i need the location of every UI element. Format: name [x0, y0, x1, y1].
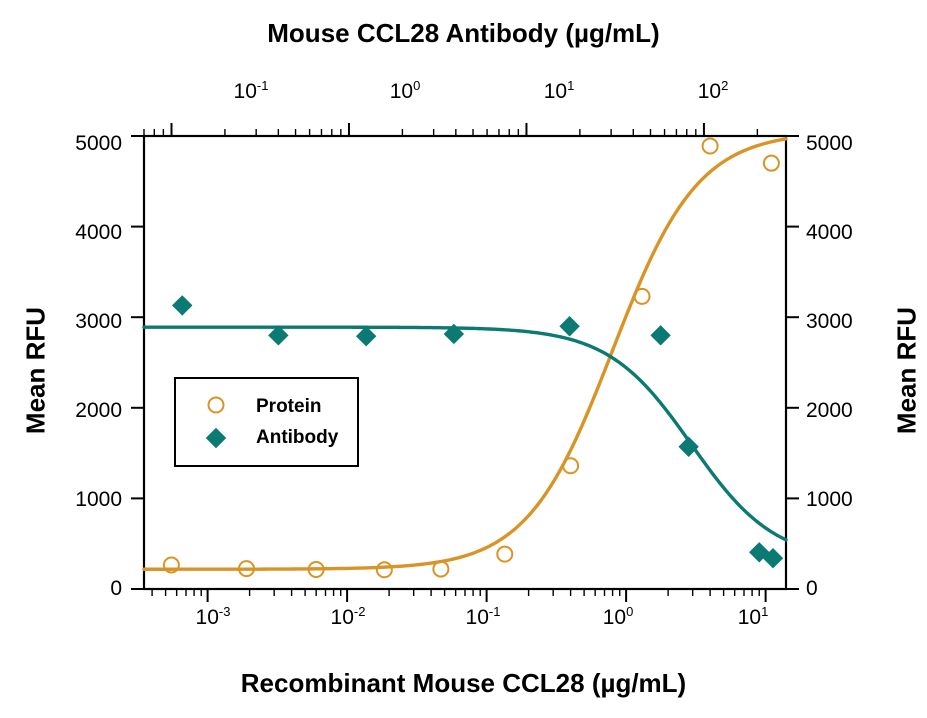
left-ytick-label-3000: 3000: [75, 310, 122, 333]
right-ytick-label-1000: 1000: [806, 488, 853, 511]
data-points: [162, 137, 784, 579]
legend-marker-antibody: [205, 427, 227, 449]
antibody-data-point: [268, 325, 289, 346]
axis-ticks: [131, 123, 799, 602]
bottom-xtick-label-2: 10-1: [465, 604, 501, 629]
top-axis-title: Mouse CCL28 Antibody (µg/mL): [267, 18, 660, 48]
protein-data-point: [701, 137, 719, 155]
top-xtick-label-1: 100: [389, 78, 421, 103]
legend-label-antibody: Antibody: [256, 427, 339, 448]
antibody-data-point: [678, 436, 699, 457]
left-ytick-label-0: 0: [110, 577, 122, 600]
antibody-data-point: [355, 326, 377, 347]
protein-data-point: [375, 561, 393, 579]
antibody-data-point: [443, 323, 465, 345]
right-ytick-label-4000: 4000: [806, 221, 853, 244]
protein-fit-curve: [142, 137, 788, 571]
legend-marker-protein: [207, 396, 225, 414]
protein-data-point: [496, 545, 514, 563]
protein-data-point: [432, 560, 450, 578]
protein-data-point: [562, 457, 580, 475]
left-ytick-label-1000: 1000: [75, 488, 122, 511]
protein-data-point: [762, 154, 780, 172]
plot-frame: [142, 134, 788, 591]
bottom-axis-title: Recombinant Mouse CCL28 (µg/mL): [240, 668, 687, 698]
bottom-xtick-label-3: 100: [602, 604, 634, 629]
left-ytick-label-2000: 2000: [75, 399, 122, 422]
legend-frame: [174, 377, 359, 467]
top-xtick-label-2: 101: [543, 78, 575, 103]
protein-data-point: [237, 560, 255, 578]
right-ytick-label-5000: 5000: [806, 132, 853, 155]
left-ytick-label-5000: 5000: [75, 132, 122, 155]
protein-data-point: [162, 556, 180, 574]
antibody-data-point: [762, 547, 784, 569]
top-xtick-label-0: 10-1: [233, 78, 269, 103]
bottom-xtick-label-0: 10-3: [195, 604, 231, 629]
plot-frame-rect: [142, 134, 788, 591]
left-ytick-label-4000: 4000: [75, 221, 122, 244]
bottom-xtick-label-4: 101: [737, 604, 769, 629]
protein-data-point: [307, 561, 325, 579]
antibody-fit-curve: [142, 325, 788, 542]
antibody-data-point: [559, 316, 580, 337]
protein-data-point: [633, 287, 651, 305]
legend-box: [174, 377, 359, 467]
right-ytick-label-3000: 3000: [806, 310, 853, 333]
fitted-curves: [142, 137, 788, 571]
bottom-xtick-label-1: 10-2: [330, 604, 366, 629]
right-ytick-label-2000: 2000: [806, 399, 853, 422]
right-ytick-label-0: 0: [806, 577, 818, 600]
top-xtick-label-3: 102: [697, 78, 729, 103]
legend-label-protein: Protein: [256, 396, 322, 417]
antibody-data-point: [650, 325, 671, 346]
antibody-data-point: [172, 295, 193, 316]
